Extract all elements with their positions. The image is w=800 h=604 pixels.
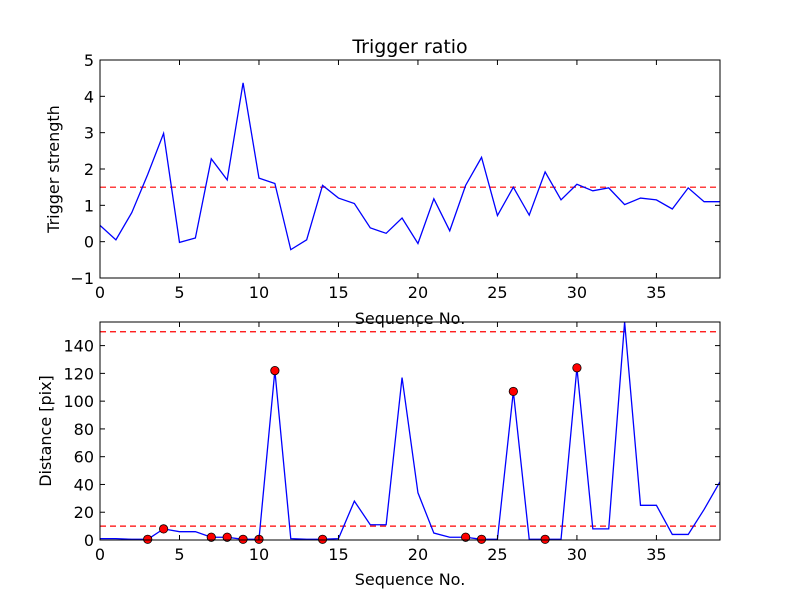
bottom-chart-xtick-label: 10 xyxy=(249,545,269,564)
bottom-chart-xtick-label: 0 xyxy=(95,545,105,564)
bottom-chart-ytick-label: 100 xyxy=(63,392,94,411)
bottom-chart-data-point xyxy=(143,534,153,544)
bottom-chart-ytick-label: 120 xyxy=(63,364,94,383)
bottom-chart-data-point xyxy=(238,534,248,544)
bottom-chart-xlabel: Sequence No. xyxy=(355,570,466,589)
top-chart-xtick-label: 35 xyxy=(646,283,666,302)
bottom-chart-data-point xyxy=(572,363,582,373)
bottom-chart-axes-frame xyxy=(99,321,721,541)
bottom-chart-data-point xyxy=(206,532,216,542)
bottom-chart-ytick-label: 40 xyxy=(74,475,94,494)
bottom-chart-xtick-label: 35 xyxy=(646,545,666,564)
bottom-chart-data-point xyxy=(270,365,280,376)
bottom-chart-data-point xyxy=(540,534,550,544)
top-chart-plot-area xyxy=(100,82,720,251)
bottom-chart: Sequence No. Distance [pix] 0 5 10 15 20 25 30… xyxy=(36,321,721,589)
bottom-chart-ytick-label: 60 xyxy=(74,448,94,467)
top-chart-ytick-label: 2 xyxy=(84,160,94,179)
top-chart-ytick-label: 4 xyxy=(84,87,94,106)
bottom-chart-xtick-label: 25 xyxy=(487,545,507,564)
bottom-chart-xtick-label: 5 xyxy=(174,545,184,564)
bottom-chart-ytick-label: 0 xyxy=(84,531,94,550)
bottom-chart-data-point xyxy=(508,386,518,397)
top-chart-xtick-label: 5 xyxy=(174,283,184,302)
top-chart: Trigger ratio Sequence No. Trigger stren… xyxy=(44,36,721,328)
top-chart-xtick-label: 30 xyxy=(567,283,587,302)
bottom-chart-data-point xyxy=(158,524,169,534)
top-chart-xtick-label: 0 xyxy=(95,283,105,302)
top-chart-xtick-label: 20 xyxy=(408,283,428,302)
bottom-chart-xtick-label: 15 xyxy=(328,545,348,564)
top-chart-title: Trigger ratio xyxy=(351,36,467,58)
top-chart-ytick-label: 0 xyxy=(84,233,94,252)
bottom-chart-ylabel: Distance [pix] xyxy=(36,375,55,487)
bottom-chart-ytick-label: 140 xyxy=(63,337,94,356)
top-chart-ylabel: Trigger strength xyxy=(44,105,63,234)
top-chart-ytick-label: 5 xyxy=(84,51,94,70)
top-chart-xtick-label: 25 xyxy=(487,283,507,302)
top-chart-ytick-label: −1 xyxy=(70,269,94,288)
bottom-chart-data-point xyxy=(476,534,487,544)
top-chart-xtick-label: 10 xyxy=(249,283,269,302)
top-chart-ytick-label: 1 xyxy=(84,196,94,215)
bottom-chart-plot-area xyxy=(100,322,720,540)
top-chart-series-line xyxy=(100,82,720,251)
bottom-chart-ytick-label: 80 xyxy=(74,420,94,439)
bottom-chart-xtick-label: 20 xyxy=(408,545,428,564)
bottom-chart-data-point xyxy=(222,532,232,542)
bottom-chart-data-point xyxy=(317,534,328,544)
bottom-chart-data-point xyxy=(461,532,471,542)
top-chart-ytick-label: 3 xyxy=(84,124,94,143)
bottom-chart-series-line xyxy=(100,322,720,540)
top-chart-axes-frame xyxy=(99,59,721,279)
top-chart-xlabel: Sequence No. xyxy=(355,309,466,328)
top-chart-xtick-label: 15 xyxy=(328,283,348,302)
bottom-chart-xtick-label: 30 xyxy=(567,545,587,564)
bottom-chart-ytick-label: 20 xyxy=(74,503,94,522)
